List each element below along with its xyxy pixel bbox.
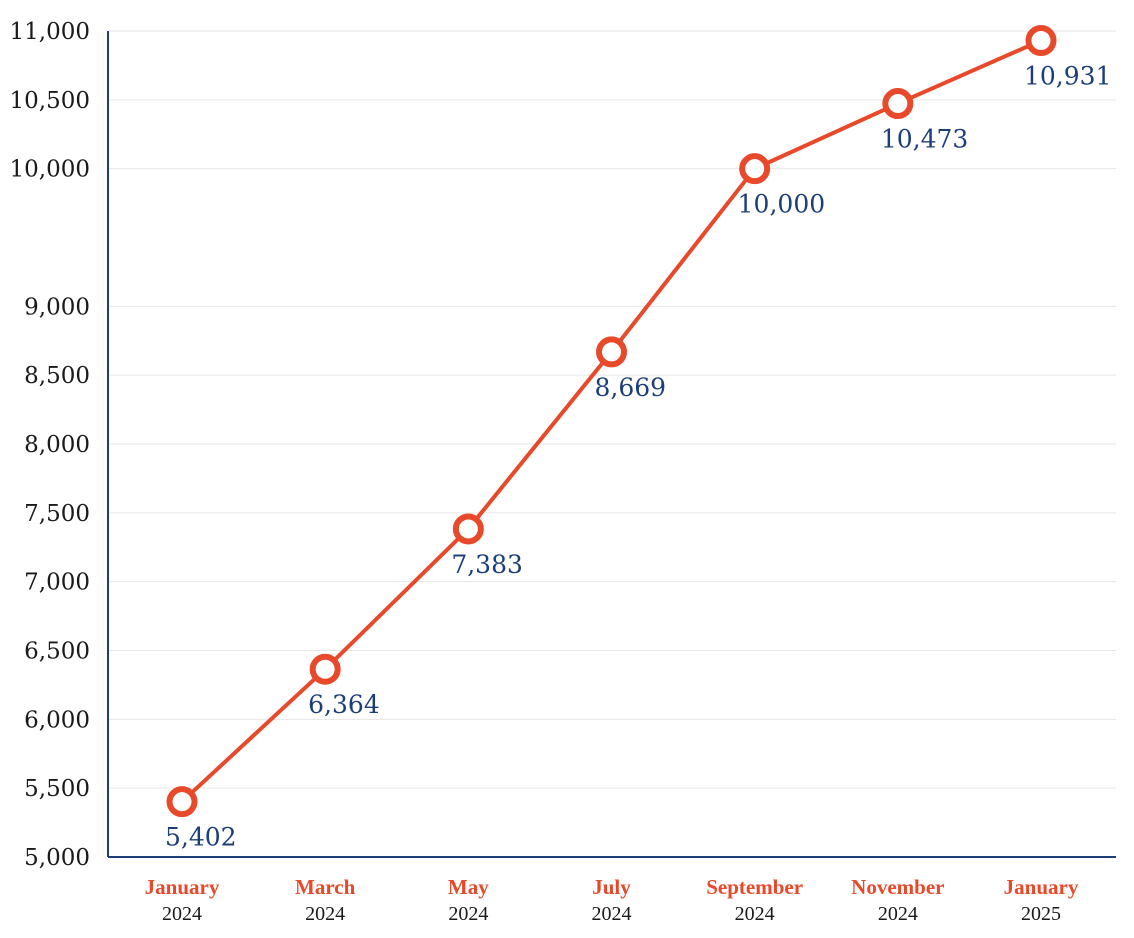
data-labels: 5,402 6,364 7,383 8,669 10,000 10,473 10,931 xyxy=(165,61,1111,851)
series xyxy=(166,24,1057,818)
data-point xyxy=(596,336,627,368)
x-tick-label-year: 2024 xyxy=(878,903,918,925)
axes xyxy=(107,31,1116,858)
x-tick-label-month: November xyxy=(851,875,944,899)
x-tick-label-year: 2024 xyxy=(305,903,345,925)
x-tick-label-year: 2024 xyxy=(448,903,488,925)
y-tick-label: 7,500 xyxy=(24,501,90,527)
y-tick-label: 9,000 xyxy=(24,294,90,320)
data-label: 10,000 xyxy=(738,190,825,219)
data-point xyxy=(739,153,771,185)
x-tick-label-year: 2024 xyxy=(735,903,775,925)
grid-lines xyxy=(108,30,1116,789)
series-line xyxy=(180,38,1043,804)
data-point xyxy=(309,653,341,685)
data-label: 10,473 xyxy=(881,125,968,154)
data-point xyxy=(452,513,484,545)
x-tick-label-month: January xyxy=(145,875,220,899)
x-tick-label-month: July xyxy=(592,875,631,899)
x-tick-label-month: May xyxy=(448,875,489,899)
y-tick-label: 11,000 xyxy=(10,19,90,45)
data-label: 7,383 xyxy=(451,550,523,579)
x-tick-label-month: September xyxy=(706,875,803,899)
data-label: 10,931 xyxy=(1024,61,1111,90)
data-point xyxy=(1025,24,1057,56)
data-label: 5,402 xyxy=(165,823,237,852)
x-axis-category-labels: January 2024 March 2024 May 2024 July 2024 Septe… xyxy=(145,875,1079,925)
y-tick-label: 7,000 xyxy=(24,570,90,596)
y-tick-label: 10,500 xyxy=(10,88,90,114)
x-tick-label-year: 2025 xyxy=(1021,903,1061,925)
data-point xyxy=(882,88,914,120)
x-tick-label-year: 2024 xyxy=(592,903,632,925)
data-label: 8,669 xyxy=(595,373,667,402)
y-tick-label: 8,500 xyxy=(24,363,90,389)
y-tick-label: 6,000 xyxy=(24,707,90,733)
y-tick-label: 6,500 xyxy=(24,639,90,665)
y-axis-tick-labels: 5,000 5,500 6,000 6,500 7,000 7,500 8,000 8,500… xyxy=(10,19,90,871)
data-label: 6,364 xyxy=(308,690,380,719)
y-tick-label: 5,000 xyxy=(24,845,90,871)
x-tick-label-month: January xyxy=(1004,875,1079,899)
y-tick-label: 10,000 xyxy=(10,157,90,183)
x-tick-label-month: March xyxy=(295,875,356,899)
data-point xyxy=(166,786,198,818)
y-tick-label: 5,500 xyxy=(24,776,90,802)
y-tick-label: 8,000 xyxy=(24,432,90,458)
x-tick-label-year: 2024 xyxy=(162,903,202,925)
